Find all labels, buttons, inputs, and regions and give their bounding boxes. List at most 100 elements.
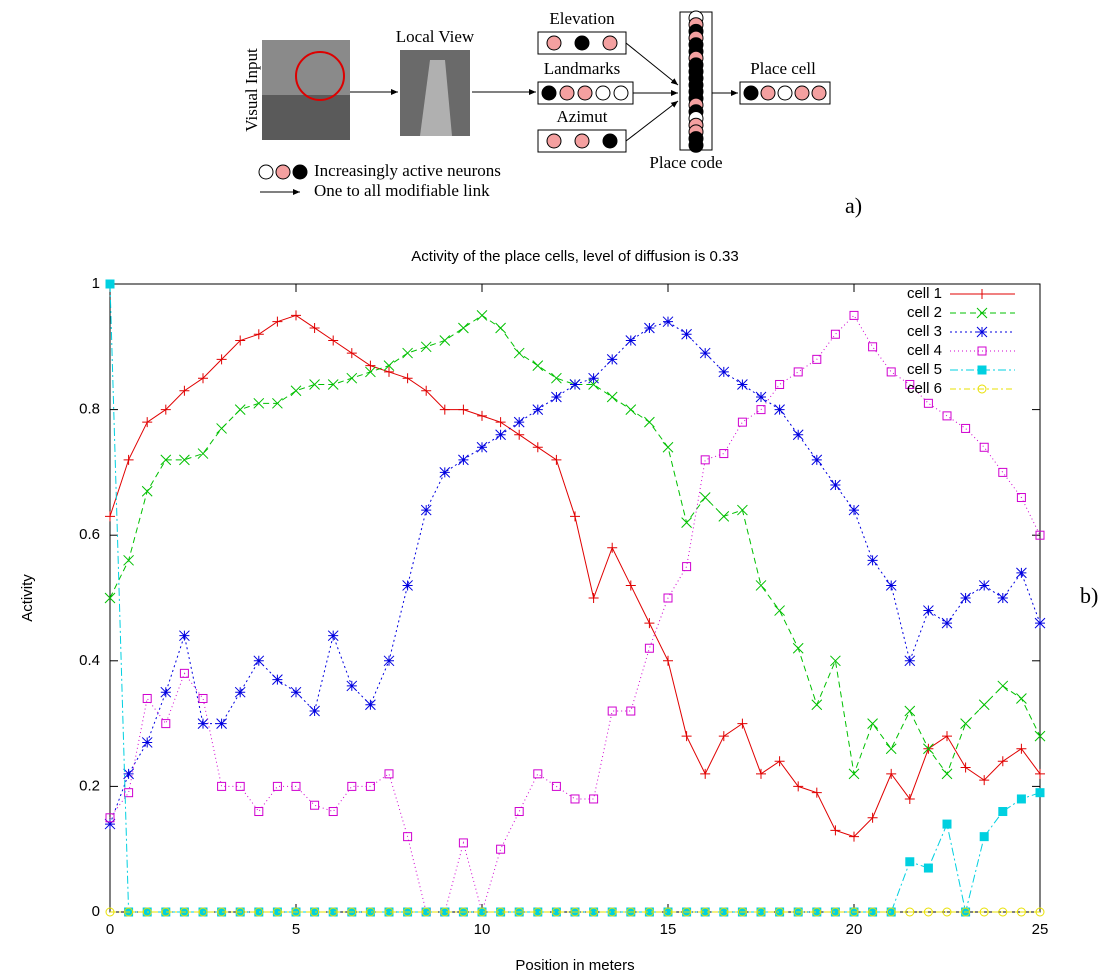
point bbox=[551, 781, 561, 791]
point bbox=[290, 686, 302, 698]
point bbox=[179, 454, 190, 466]
point bbox=[123, 454, 134, 465]
point bbox=[792, 642, 804, 654]
point bbox=[737, 417, 747, 427]
point bbox=[235, 335, 246, 346]
point bbox=[719, 449, 729, 459]
point bbox=[476, 310, 488, 321]
neuron bbox=[794, 85, 810, 101]
point bbox=[589, 794, 599, 804]
place-cell-label: Place cell bbox=[750, 59, 816, 78]
point bbox=[421, 907, 431, 917]
point bbox=[625, 335, 637, 346]
point bbox=[663, 593, 673, 603]
point bbox=[792, 429, 804, 441]
neuron bbox=[574, 35, 590, 51]
landmarks-label: Landmarks bbox=[544, 59, 620, 78]
point bbox=[161, 907, 171, 917]
point bbox=[439, 467, 451, 478]
point bbox=[272, 397, 283, 409]
point bbox=[997, 756, 1008, 767]
point bbox=[235, 907, 245, 917]
point bbox=[533, 769, 543, 779]
point bbox=[755, 580, 767, 591]
point bbox=[346, 348, 357, 359]
point bbox=[365, 366, 376, 378]
neuron bbox=[595, 85, 611, 101]
point bbox=[161, 719, 171, 729]
legend-label: cell 6 bbox=[907, 380, 942, 397]
point bbox=[625, 580, 636, 591]
elevation-label: Elevation bbox=[549, 9, 615, 28]
diagram: Visual Input Local View Elevation Landma… bbox=[242, 9, 1098, 608]
point bbox=[905, 379, 915, 389]
neuron bbox=[688, 137, 704, 153]
point bbox=[682, 562, 692, 572]
point bbox=[719, 907, 729, 917]
point bbox=[291, 907, 301, 917]
place-code-label: Place code bbox=[649, 153, 722, 172]
x-tick-label: 15 bbox=[660, 921, 677, 938]
point bbox=[179, 385, 190, 396]
point bbox=[439, 335, 451, 346]
point bbox=[253, 397, 265, 409]
y-tick-label: 0.8 bbox=[79, 401, 100, 418]
point bbox=[978, 580, 990, 591]
point bbox=[105, 907, 115, 917]
point bbox=[976, 326, 988, 338]
point bbox=[1016, 493, 1026, 503]
point bbox=[904, 793, 915, 804]
point bbox=[811, 787, 822, 798]
point bbox=[979, 832, 989, 842]
point bbox=[849, 831, 859, 842]
point bbox=[514, 807, 524, 817]
point bbox=[976, 307, 988, 319]
x-tick-label: 10 bbox=[474, 921, 491, 938]
legend-neurons: Increasingly active neurons bbox=[314, 161, 501, 180]
y-tick-label: 1 bbox=[92, 275, 100, 292]
point bbox=[327, 379, 339, 390]
point bbox=[346, 372, 358, 384]
point bbox=[402, 580, 413, 591]
point bbox=[663, 655, 673, 666]
point bbox=[514, 907, 524, 917]
neuron bbox=[258, 164, 274, 180]
point bbox=[644, 907, 654, 917]
y-axis-label: Activity bbox=[19, 574, 36, 622]
point bbox=[606, 354, 618, 365]
point bbox=[1035, 768, 1045, 779]
point bbox=[496, 907, 506, 917]
neuron bbox=[541, 85, 557, 101]
neuron bbox=[602, 133, 618, 149]
point bbox=[1034, 730, 1046, 742]
point bbox=[291, 781, 301, 791]
y-tick-label: 0.4 bbox=[79, 652, 100, 669]
point bbox=[160, 404, 171, 415]
point bbox=[699, 347, 711, 359]
point bbox=[979, 907, 989, 917]
neuron bbox=[275, 164, 291, 180]
point bbox=[179, 630, 190, 642]
point bbox=[347, 781, 357, 791]
point bbox=[830, 655, 841, 667]
point bbox=[885, 580, 897, 591]
series-line bbox=[109, 314, 1041, 838]
point bbox=[234, 686, 246, 698]
focus-circle bbox=[295, 51, 345, 101]
point bbox=[960, 762, 971, 773]
point bbox=[551, 372, 562, 384]
point bbox=[440, 907, 450, 917]
point bbox=[1035, 907, 1045, 917]
point bbox=[384, 907, 394, 917]
point bbox=[941, 768, 953, 780]
point bbox=[811, 454, 823, 466]
point bbox=[607, 706, 617, 716]
point bbox=[383, 360, 395, 371]
point bbox=[737, 718, 748, 729]
point bbox=[905, 907, 915, 917]
point bbox=[272, 781, 282, 791]
point bbox=[663, 907, 673, 917]
point bbox=[570, 511, 580, 522]
point bbox=[867, 812, 878, 823]
point bbox=[811, 699, 823, 711]
